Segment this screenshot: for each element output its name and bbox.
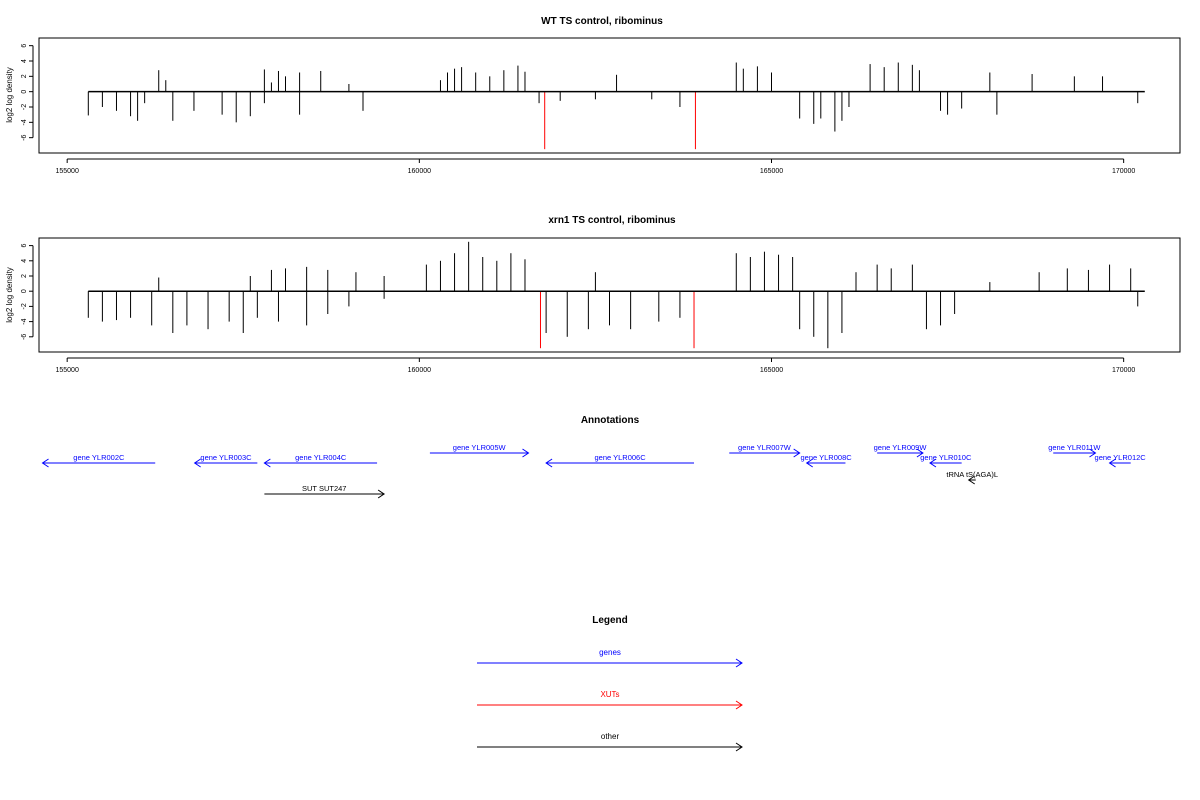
- xrn1-panel: xrn1 TS control, ribominus log2 log dens…: [5, 215, 1181, 374]
- wt-x-tick-label: 170000: [1112, 168, 1135, 175]
- annotation-feature-arrowhead: [916, 448, 924, 458]
- annotation-feature: tRNA tS(AGA)L: [946, 470, 998, 485]
- wt-ylabel: log2 log density: [5, 67, 14, 123]
- annotation-feature-label: gene YLR010C: [920, 453, 972, 462]
- xrn1-x-axis: 155000 160000 165000 170000: [55, 357, 1135, 374]
- annotation-feature: gene YLR004C: [263, 453, 378, 468]
- annotation-feature: gene YLR005W: [429, 443, 530, 458]
- annotation-feature: gene YLR006C: [545, 453, 695, 468]
- annotation-feature-label: gene YLR002C: [73, 453, 125, 462]
- xrn1-x-tick-label: 160000: [408, 367, 431, 374]
- xrn1-bars: [87, 241, 1139, 349]
- annotation-feature-arrowhead: [929, 458, 937, 468]
- annotation-feature-arrowhead: [1089, 448, 1097, 458]
- xrn1-ylabel: log2 log density: [5, 267, 14, 323]
- xrn1-y-tick-label: 6: [21, 244, 28, 248]
- wt-plot-frame: [38, 37, 1181, 154]
- xrn1-x-tick-label: 155000: [55, 367, 78, 374]
- annotation-feature-label: gene YLR003C: [200, 453, 252, 462]
- wt-panel: WT TS control, ribominus log2 log densit…: [5, 16, 1181, 175]
- wt-y-tick-label: 2: [21, 74, 28, 78]
- annotation-feature-arrowhead: [1108, 458, 1116, 468]
- annotation-feature-arrowhead: [793, 448, 801, 458]
- wt-x-tick-label: 155000: [55, 168, 78, 175]
- xrn1-x-tick-label: 165000: [760, 367, 783, 374]
- xrn1-y-tick-label: 0: [21, 289, 28, 293]
- annotation-feature-label: gene YLR012C: [1095, 453, 1147, 462]
- annotation-feature: gene YLR010C: [920, 453, 972, 468]
- wt-bars: [87, 62, 1139, 150]
- xrn1-y-tick-label: 2: [21, 274, 28, 278]
- annotation-feature-arrowhead: [522, 448, 530, 458]
- legend-entry: XUTs: [477, 690, 743, 710]
- annotation-feature: gene YLR012C: [1095, 453, 1147, 468]
- annotation-feature: gene YLR002C: [41, 453, 156, 468]
- annotation-feature-label: gene YLR005W: [453, 443, 507, 452]
- annotation-feature-arrowhead: [41, 458, 49, 468]
- xrn1-panel-title: xrn1 TS control, ribominus: [548, 215, 676, 226]
- annotations-title: Annotations: [581, 415, 640, 426]
- annotation-feature-label: gene YLR006C: [594, 453, 646, 462]
- legend-title: Legend: [592, 615, 628, 626]
- wt-y-tick-label: 4: [21, 59, 28, 63]
- wt-y-tick-label: 0: [21, 90, 28, 94]
- xrn1-y-axis: -6 -4 -2 0 2 4 6: [21, 244, 34, 340]
- annotation-feature-label: gene YLR004C: [295, 453, 347, 462]
- annotation-feature-label: gene YLR008C: [801, 453, 853, 462]
- legend-entry-arrowhead: [735, 742, 743, 752]
- annotation-feature: gene YLR003C: [193, 453, 258, 468]
- xrn1-y-tick-label: -4: [21, 318, 28, 324]
- wt-x-axis: 155000 160000 165000 170000: [55, 158, 1135, 175]
- annotation-feature-label: tRNA tS(AGA)L: [946, 470, 998, 479]
- annotation-feature-arrowhead: [193, 458, 201, 468]
- wt-panel-title: WT TS control, ribominus: [541, 16, 663, 27]
- annotation-feature-arrowhead: [263, 458, 271, 468]
- annotation-feature-arrowhead: [377, 489, 386, 499]
- annotation-feature-label: SUT SUT247: [302, 484, 346, 493]
- annotation-feature-arrowhead: [805, 458, 813, 468]
- wt-x-tick-label: 160000: [408, 168, 431, 175]
- annotation-feature-label: gene YLR009W: [874, 443, 928, 452]
- annotation-features: gene YLR002C gene YLR003C gene YLR004C gene…: [41, 443, 1147, 499]
- annotation-feature-arrowhead: [545, 458, 553, 468]
- legend: Legend genes XUTs other: [477, 615, 743, 752]
- annotation-feature: gene YLR007W: [729, 443, 801, 458]
- annotation-feature: SUT SUT247: [264, 484, 386, 499]
- wt-y-axis: -6 -4 -2 0 2 4 6: [21, 44, 34, 141]
- legend-entries: genes XUTs other: [477, 648, 743, 752]
- xrn1-y-tick-label: -6: [21, 334, 28, 340]
- wt-y-tick-label: -6: [21, 134, 28, 140]
- annotation-feature: gene YLR009W: [874, 443, 928, 458]
- legend-entry: other: [477, 732, 743, 752]
- annotation-feature-label: gene YLR007W: [738, 443, 792, 452]
- xrn1-y-tick-label: 4: [21, 259, 28, 263]
- xrn1-y-tick-label: -2: [21, 303, 28, 309]
- legend-entry-arrowhead: [735, 658, 743, 668]
- legend-entry-arrowhead: [735, 700, 743, 710]
- legend-entry: genes: [477, 648, 743, 668]
- legend-entry-label: other: [601, 732, 620, 741]
- wt-y-tick-label: 6: [21, 44, 28, 48]
- wt-y-tick-label: -2: [21, 104, 28, 110]
- annotation-feature-label: gene YLR011W: [1048, 443, 1101, 452]
- xrn1-plot-frame: [38, 237, 1181, 353]
- annotation-feature-arrowhead: [967, 475, 975, 485]
- legend-entry-label: XUTs: [600, 690, 619, 699]
- annotation-feature: gene YLR011W: [1048, 443, 1101, 458]
- annotation-feature: gene YLR008C: [801, 453, 853, 468]
- wt-x-tick-label: 165000: [760, 168, 783, 175]
- legend-entry-label: genes: [599, 648, 621, 657]
- annotation-track: Annotations gene YLR002C gene YLR003C gene…: [41, 415, 1147, 499]
- xrn1-x-tick-label: 170000: [1112, 367, 1135, 374]
- wt-y-tick-label: -4: [21, 119, 28, 125]
